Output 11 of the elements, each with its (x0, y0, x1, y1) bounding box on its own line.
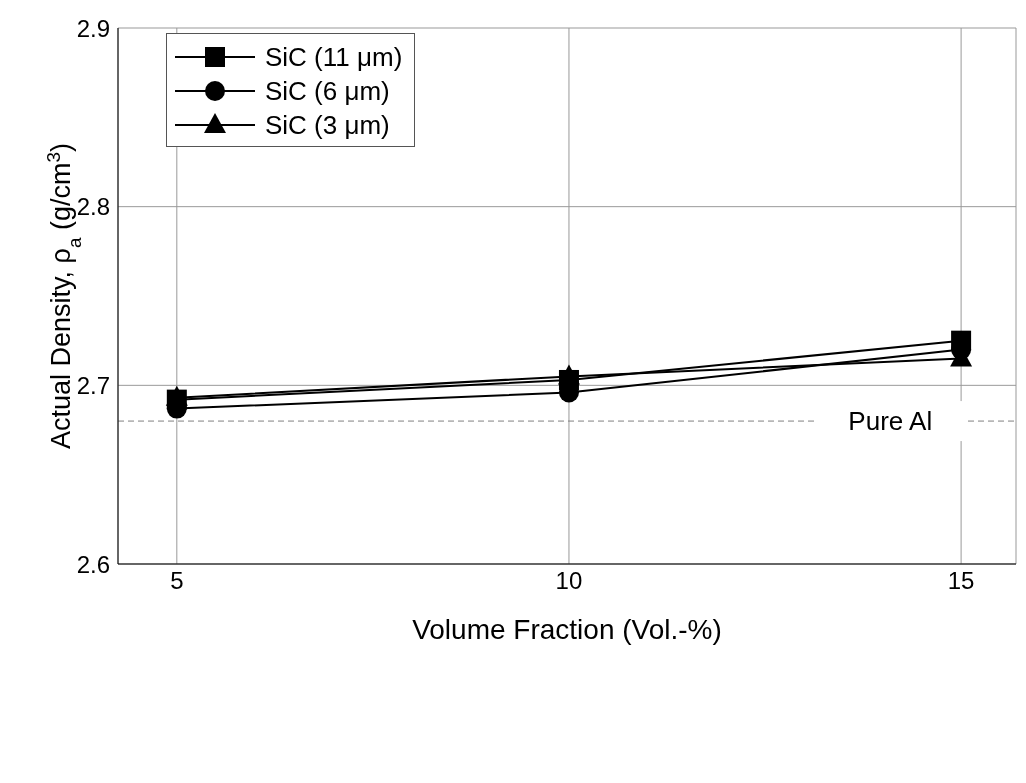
legend-label: SiC (6 μm) (265, 75, 390, 107)
y-tick-label: 2.8 (76, 193, 110, 221)
x-axis-title: Volume Fraction (Vol.-%) (412, 614, 722, 645)
x-tick-label: 10 (555, 567, 583, 595)
y-tick-label: 2.9 (76, 14, 110, 42)
ref-line-label: Pure Al (848, 406, 933, 437)
x-tick-label: 5 (170, 567, 184, 595)
y-tick-label: 2.6 (76, 550, 110, 578)
legend-label: SiC (3 μm) (265, 109, 390, 141)
legend-label: SiC (11 μm) (265, 41, 403, 73)
x-tick-label: 15 (947, 567, 975, 595)
